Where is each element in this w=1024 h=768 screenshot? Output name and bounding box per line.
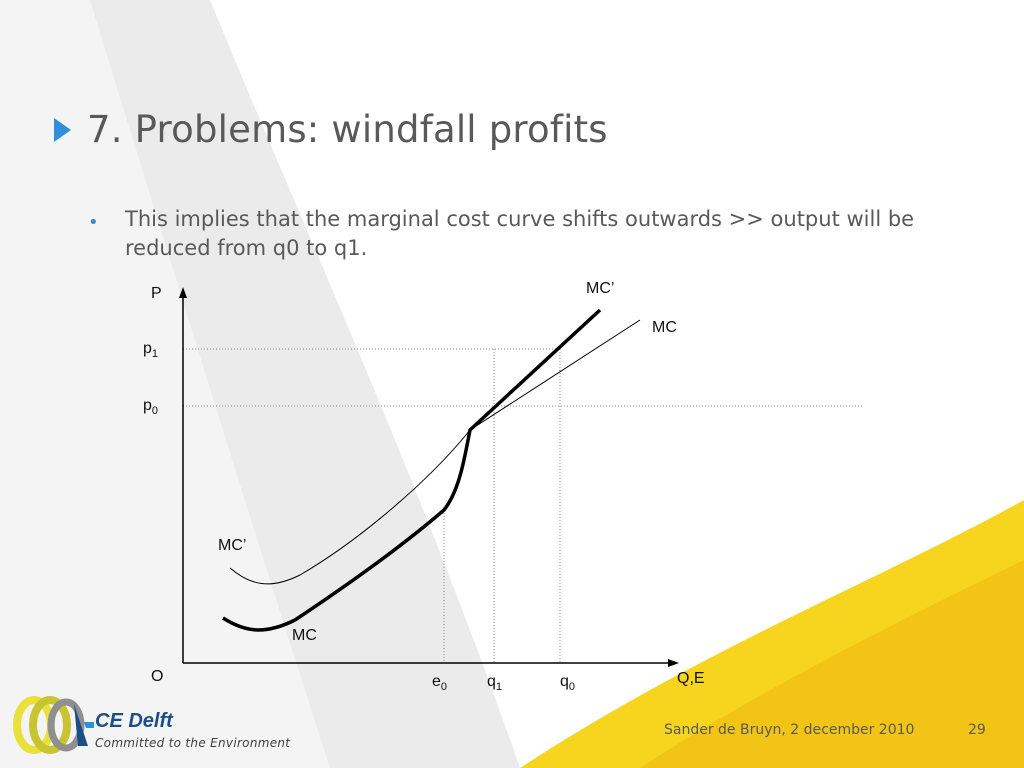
bullet-dot-icon: • bbox=[88, 212, 99, 233]
y-axis-label: P bbox=[151, 285, 162, 302]
q0-label-main: q bbox=[560, 673, 569, 690]
x-axis-label: Q,E bbox=[677, 670, 705, 687]
p1-label-sub: 1 bbox=[152, 348, 158, 360]
footer-author-date: Sander de Bruyn, 2 december 2010 bbox=[664, 722, 915, 738]
mc-prime-left-label: MC’ bbox=[218, 537, 246, 554]
q0-label-sub: 0 bbox=[569, 681, 575, 693]
p0-label-main: p bbox=[143, 397, 152, 414]
mc-bottom-label: MC bbox=[292, 627, 317, 644]
origin-label: O bbox=[151, 668, 163, 685]
p1-label-main: p bbox=[143, 340, 152, 357]
slide-title: 7. Problems: windfall profits bbox=[87, 108, 608, 151]
y-axis-arrow-icon bbox=[179, 287, 187, 298]
logo-name: CE Delft bbox=[95, 710, 173, 732]
mc-prime-top-label: MC’ bbox=[586, 280, 614, 297]
q1-label-main: q bbox=[487, 673, 496, 690]
ce-delft-logo-icon bbox=[13, 696, 94, 754]
title-arrow-icon bbox=[54, 118, 71, 142]
e0-label-main: e bbox=[432, 673, 441, 690]
mc-prime-curve bbox=[222, 308, 602, 632]
p0-label: p0 bbox=[143, 397, 158, 417]
logo-tagline: Committed to the Environment bbox=[95, 736, 291, 750]
bullet-text: This implies that the marginal cost curv… bbox=[125, 207, 915, 260]
footer-page-number: 29 bbox=[968, 722, 986, 738]
mc-top-label: MC bbox=[652, 319, 677, 336]
mc-curve bbox=[229, 319, 641, 585]
p1-label: p1 bbox=[143, 340, 158, 360]
q1-label: q1 bbox=[487, 673, 502, 693]
x-axis-arrow-icon bbox=[668, 659, 679, 667]
e0-label: e0 bbox=[432, 673, 447, 693]
e0-label-sub: 0 bbox=[441, 681, 447, 693]
p0-label-sub: 0 bbox=[152, 405, 158, 417]
q0-label: q0 bbox=[560, 673, 575, 693]
q1-label-sub: 1 bbox=[496, 681, 502, 693]
